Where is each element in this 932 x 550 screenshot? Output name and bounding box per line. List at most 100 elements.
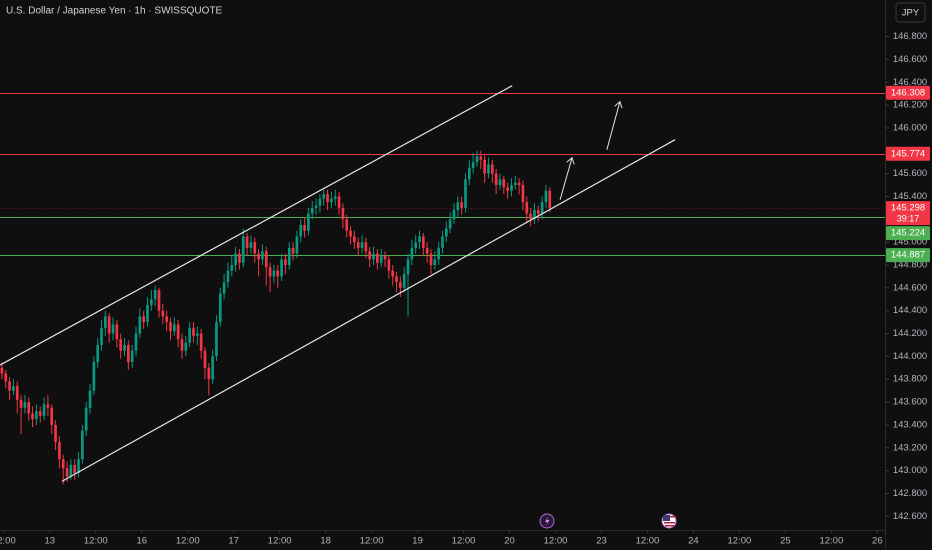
candle-body [303,225,306,231]
candle-body [19,399,23,408]
y-tick-label: 146.600 [893,54,927,65]
candle-body [310,207,314,214]
candle-body [402,274,406,288]
x-tick-label: 25 [780,536,791,547]
candle-body [172,324,176,332]
candle-body [123,344,126,351]
candle-body [276,270,280,277]
event-icon-lightning[interactable] [539,513,555,529]
currency-label[interactable]: JPY [902,8,920,19]
x-tick-label: 26 [872,536,883,547]
x-tick-label: 12:00 [0,536,16,547]
y-tick-label: 146.000 [893,122,927,133]
candle-body [138,316,142,334]
currency-button-box[interactable] [895,2,926,23]
candle-body [467,167,471,180]
event-icon-bolt[interactable] [545,516,550,526]
candle-body [533,210,536,220]
price-label-box [886,248,930,263]
event-icon-flag[interactable] [661,513,677,529]
y-tick-label: 145.600 [893,168,927,179]
candle-body [107,316,111,334]
y-tick-label: 142.600 [893,511,927,522]
candle-body [490,164,494,174]
candle-body [58,442,61,460]
candle-body [517,182,521,186]
candle-body [460,202,463,208]
price-label: 145.224 [886,226,930,241]
x-tick-label: 13 [45,536,56,547]
candle-body [391,270,395,277]
flag-stripe[interactable] [665,525,674,527]
candle-body [333,196,337,199]
candle-body [245,236,249,248]
candle-body [540,202,544,214]
candle-body [192,327,195,336]
candle-body [50,407,54,425]
arrow [606,102,620,150]
candle-body [399,282,402,288]
currency-button[interactable]: JPY [895,2,926,23]
candle-body [433,259,437,265]
y-tick-label: 144.200 [893,328,927,339]
candle-body [73,464,77,473]
y-tick-label: 143.400 [893,419,927,430]
candle-body [31,413,34,420]
candle-body [203,350,207,368]
flag-stripe[interactable] [670,516,676,518]
candle-body [268,267,272,277]
candle-body [410,247,414,260]
candle-body [337,196,341,208]
candle-body [510,185,513,191]
candle-body [8,381,11,391]
candle-body [349,230,352,237]
candle-body [176,324,180,340]
candle-body [195,333,199,336]
candle-body [525,202,529,214]
flag-canton[interactable] [663,515,670,521]
candle-body [222,282,226,294]
candle-body [471,162,475,168]
price-label-box [886,85,930,100]
candle-body [536,210,540,214]
candle-body [69,464,73,477]
candle-body [529,213,532,220]
price-label-text: 145.224 [891,228,925,239]
candle-body [23,402,27,408]
candle-body [487,164,490,174]
candle-body [414,242,418,248]
y-tick-label: 143.000 [893,465,927,476]
candle-body [521,185,525,203]
price-label: 146.308 [886,85,930,100]
candle-body [153,290,157,300]
candle-body [134,333,138,351]
candle-body [502,179,506,188]
y-tick-label: 142.800 [893,488,927,499]
candle-body [0,367,4,374]
candle-body [130,350,134,363]
candle-body [452,210,456,220]
x-tick-label: 12:00 [452,536,476,547]
candle-body [314,205,318,208]
x-tick-label: 19 [412,536,423,547]
candle-body [395,276,398,283]
arrow [559,158,572,200]
candle-body [92,362,96,391]
flag-stripe[interactable] [664,522,675,524]
price-label-text: 145.298 [891,203,925,214]
x-tick-label: 12:00 [544,536,568,547]
candle-body [345,219,349,231]
candle-body [437,247,441,260]
candle-body [84,407,88,431]
x-tick-label: 17 [228,536,239,547]
y-tick-label: 144.600 [893,282,927,293]
candle-body [27,402,31,414]
candle-body [253,242,257,254]
candle-body [372,253,375,260]
candle-body [280,259,283,277]
candle-body [218,293,222,323]
candle-body [322,194,326,199]
price-label-text: 144.887 [891,250,925,261]
